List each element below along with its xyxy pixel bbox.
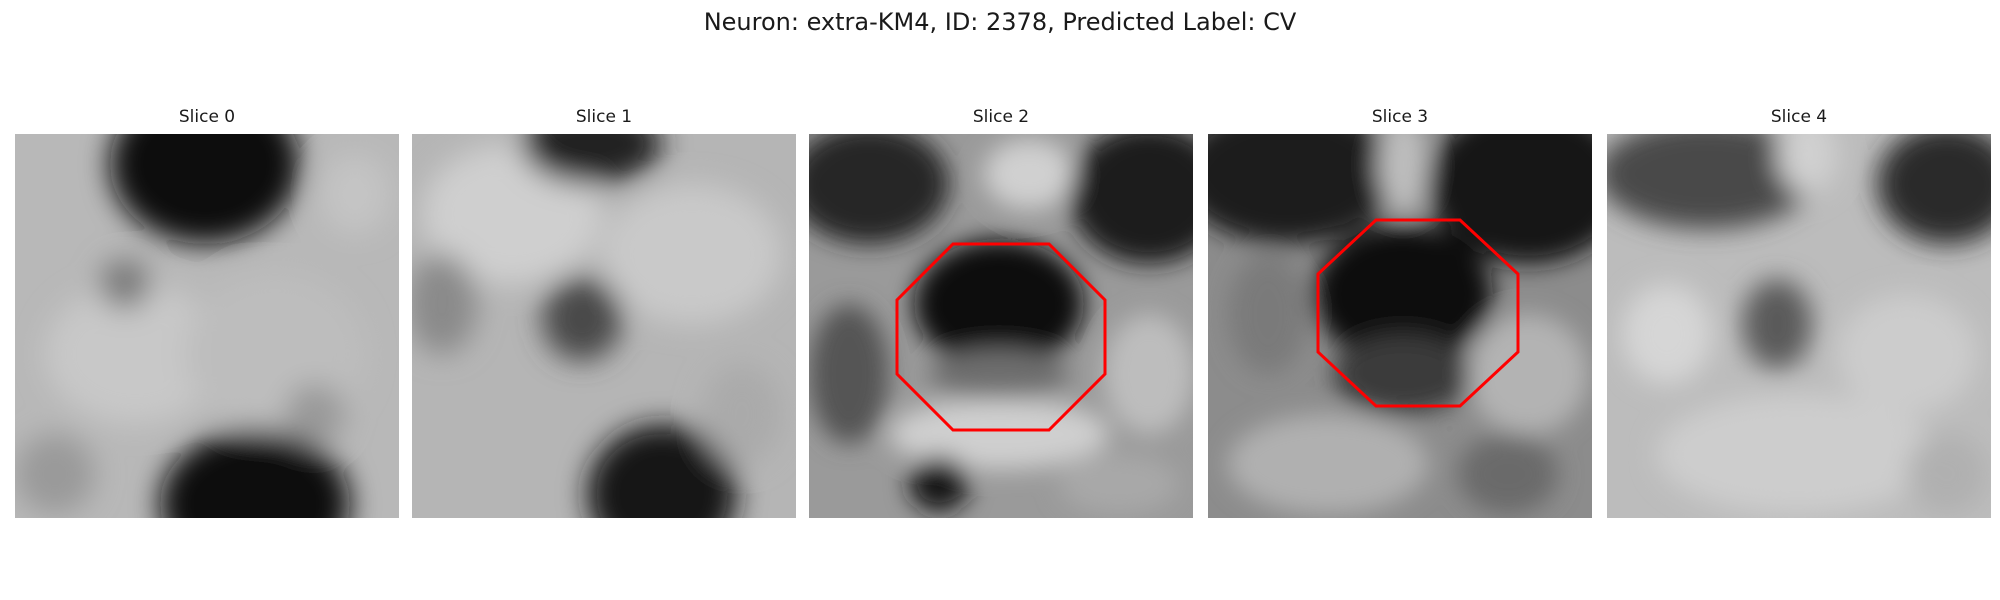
slice-panel-1: Slice 1 xyxy=(412,106,796,518)
figure-title: Neuron: extra-KM4, ID: 2378, Predicted L… xyxy=(703,8,1297,36)
roi-outline xyxy=(895,242,1107,432)
slice-title: Slice 2 xyxy=(972,107,1030,127)
slice-image-0 xyxy=(15,134,399,518)
slice-title: Slice 0 xyxy=(178,107,236,127)
slice-image-2 xyxy=(809,134,1193,518)
slice-panel-0: Slice 0 xyxy=(15,106,399,518)
slice-title: Slice 3 xyxy=(1371,107,1429,127)
slice-panel-3: Slice 3 xyxy=(1208,106,1592,518)
slice-panel-2: Slice 2 xyxy=(809,106,1193,518)
roi-outline xyxy=(1316,218,1520,408)
slice-image-4 xyxy=(1607,134,1991,518)
slice-image-1 xyxy=(412,134,796,518)
slice-image-3 xyxy=(1208,134,1592,518)
slice-title: Slice 4 xyxy=(1770,107,1828,127)
slice-title: Slice 1 xyxy=(575,107,633,127)
slice-panel-4: Slice 4 xyxy=(1607,106,1991,518)
